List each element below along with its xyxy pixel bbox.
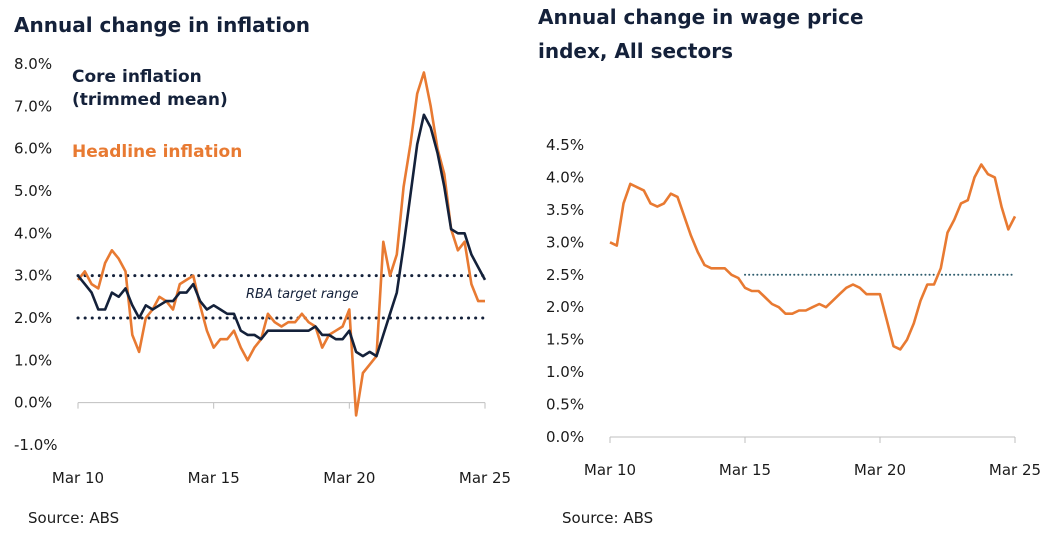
inflation-y-tick-label: 8.0% — [14, 55, 52, 73]
inflation-x-axis — [77, 402, 486, 409]
wage-y-tick-label: 2.5% — [546, 266, 584, 284]
wage-x-axis — [609, 436, 1016, 443]
inflation-x-tick-label: Mar 10 — [52, 469, 104, 487]
wage-chart-title-line1: Annual change in wage price — [538, 5, 864, 29]
wage-y-tick-labels: 0.0% 0.5% 1.0% 1.5% 2.0% 2.5% 3.0% 3.5% 4.0% 4.5% — [546, 136, 584, 446]
wage-x-tick-label: Mar 25 — [989, 461, 1041, 479]
inflation-chart: Annual change in inflation -1.0% 0.0% 1.0%… — [14, 13, 511, 527]
rba-target-range-label: RBA target range — [246, 287, 359, 302]
inflation-chart-title: Annual change in inflation — [14, 13, 310, 37]
inflation-y-tick-label: 1.0% — [14, 351, 52, 369]
inflation-y-tick-label: 3.0% — [14, 267, 52, 285]
wage-y-tick-label: 1.5% — [546, 331, 584, 349]
inflation-source-note: Source: ABS — [28, 509, 119, 527]
wage-y-tick-label: 0.5% — [546, 396, 584, 414]
inflation-x-tick-label: Mar 20 — [323, 469, 375, 487]
inflation-y-tick-label: -1.0% — [14, 436, 58, 454]
core-inflation-line — [76, 113, 487, 358]
wage-y-tick-label: 0.0% — [546, 428, 584, 446]
wage-y-tick-label: 3.0% — [546, 233, 584, 251]
wage-y-tick-label: 3.5% — [546, 201, 584, 219]
inflation-x-tick-label: Mar 15 — [188, 469, 240, 487]
wage-y-tick-label: 2.0% — [546, 298, 584, 316]
wage-chart-title-line2: index, All sectors — [538, 39, 733, 63]
inflation-y-tick-labels: -1.0% 0.0% 1.0% 2.0% 3.0% 4.0% 5.0% 6.0% 7.0% 8.0… — [14, 55, 58, 454]
inflation-series-lines — [76, 71, 487, 417]
inflation-y-tick-label: 2.0% — [14, 309, 52, 327]
wage-price-index-chart: Annual change in wage price index, All s… — [538, 5, 1041, 527]
wage-source-note: Source: ABS — [562, 509, 653, 527]
legend-core-inflation-line2: (trimmed mean) — [72, 90, 228, 110]
wage-x-tick-label: Mar 10 — [584, 461, 636, 479]
legend-core-inflation-line1: Core inflation — [72, 67, 202, 87]
inflation-y-tick-label: 6.0% — [14, 140, 52, 158]
inflation-y-tick-label: 4.0% — [14, 224, 52, 242]
inflation-x-tick-label: Mar 25 — [459, 469, 511, 487]
inflation-y-tick-label: 0.0% — [14, 394, 52, 412]
inflation-y-tick-label: 5.0% — [14, 182, 52, 200]
wage-price-index-line — [609, 163, 1017, 351]
wage-series-lines — [609, 163, 1017, 351]
headline-inflation-line — [76, 71, 485, 417]
wage-y-tick-label: 1.0% — [546, 363, 584, 381]
wage-x-tick-label: Mar 20 — [854, 461, 906, 479]
inflation-y-tick-label: 7.0% — [14, 97, 52, 115]
legend-headline-inflation: Headline inflation — [72, 142, 242, 162]
wage-x-tick-labels: Mar 10 Mar 15 Mar 20 Mar 25 — [584, 461, 1041, 479]
wage-y-tick-label: 4.5% — [546, 136, 584, 154]
inflation-x-tick-labels: Mar 10 Mar 15 Mar 20 Mar 25 — [52, 469, 511, 487]
wage-x-tick-label: Mar 15 — [719, 461, 771, 479]
wage-y-tick-label: 4.0% — [546, 168, 584, 186]
